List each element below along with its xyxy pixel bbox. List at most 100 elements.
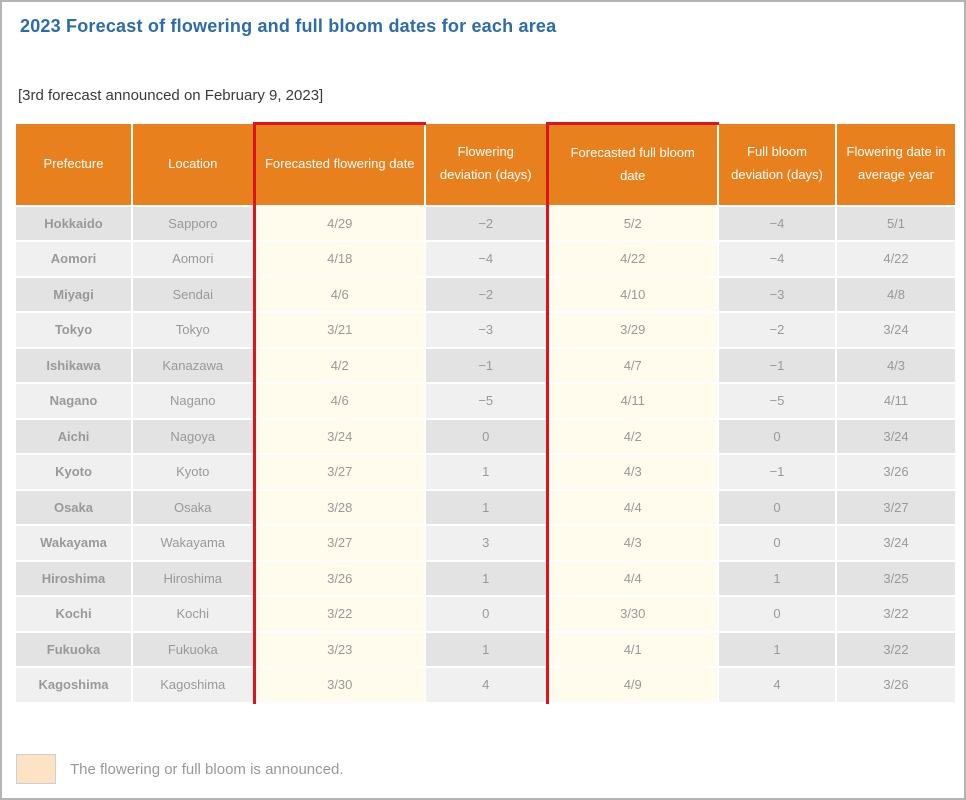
cell-flowering-deviation: 1	[425, 454, 548, 491]
cell-location: Osaka	[132, 489, 255, 526]
cell-full-bloom-date: 4/4	[545, 489, 719, 526]
cell-flowering-deviation: −4	[425, 241, 548, 278]
column-header-flowering-deviation: Flowering deviation (days)	[425, 123, 548, 207]
cell-flowering-date: 4/2	[252, 347, 426, 384]
cell-location: Wakayama	[132, 525, 255, 562]
cell-full-bloom-deviation: −3	[718, 276, 837, 313]
cell-prefecture: Hokkaido	[16, 205, 133, 242]
cell-flowering-deviation: 0	[425, 418, 548, 455]
cell-flowering-date: 3/22	[252, 596, 426, 633]
cell-full-bloom-deviation: −2	[718, 312, 837, 349]
cell-location: Kanazawa	[132, 347, 255, 384]
cell-flowering-date: 3/27	[252, 525, 426, 562]
cell-full-bloom-deviation: −4	[718, 205, 837, 242]
column-header-full-bloom-deviation: Full bloom deviation (days)	[718, 123, 837, 207]
cell-flowering-deviation: −5	[425, 383, 548, 420]
cell-prefecture: Kochi	[16, 596, 133, 633]
cell-average-date: 4/22	[836, 241, 957, 278]
cell-average-date: 3/27	[836, 489, 957, 526]
cell-full-bloom-date: 5/2	[545, 205, 719, 242]
cell-full-bloom-deviation: −1	[718, 454, 837, 491]
cell-average-date: 3/22	[836, 596, 957, 633]
cell-flowering-deviation: 0	[425, 596, 548, 633]
cell-flowering-date: 3/28	[252, 489, 426, 526]
cell-location: Tokyo	[132, 312, 255, 349]
cell-prefecture: Nagano	[16, 383, 133, 420]
table-row: Miyagi Sendai 4/6 −2 4/10 −3 4/8	[16, 276, 957, 313]
legend: The flowering or full bloom is announced…	[16, 754, 344, 784]
announced-swatch-icon	[16, 754, 56, 784]
table-header-row: Prefecture Location Forecasted flowering d…	[16, 122, 957, 207]
cell-prefecture: Kagoshima	[16, 667, 133, 704]
cell-flowering-deviation: 1	[425, 489, 548, 526]
cell-full-bloom-deviation: 0	[718, 489, 837, 526]
cell-flowering-date: 3/21	[252, 312, 426, 349]
cell-flowering-date: 3/30	[252, 667, 426, 704]
cell-flowering-date: 3/27	[252, 454, 426, 491]
column-header-flowering-date: Forecasted flowering date	[252, 122, 426, 207]
cell-full-bloom-deviation: −1	[718, 347, 837, 384]
cell-flowering-date: 4/6	[252, 383, 426, 420]
cell-flowering-deviation: 3	[425, 525, 548, 562]
cell-full-bloom-date: 3/30	[545, 596, 719, 633]
cell-location: Sendai	[132, 276, 255, 313]
page-title: 2023 Forecast of flowering and full bloo…	[20, 16, 557, 36]
forecast-table: Prefecture Location Forecasted flowering d…	[16, 122, 957, 704]
cell-full-bloom-date: 4/3	[545, 525, 719, 562]
table-row: Kochi Kochi 3/22 0 3/30 0 3/22	[16, 596, 957, 633]
cell-full-bloom-date: 3/29	[545, 312, 719, 349]
cell-full-bloom-date: 4/1	[545, 631, 719, 668]
cell-flowering-deviation: −3	[425, 312, 548, 349]
cell-location: Hiroshima	[132, 560, 255, 597]
table-row: Hiroshima Hiroshima 3/26 1 4/4 1 3/25	[16, 560, 957, 597]
cell-full-bloom-date: 4/3	[545, 454, 719, 491]
cell-full-bloom-deviation: 0	[718, 525, 837, 562]
table-row: Tokyo Tokyo 3/21 −3 3/29 −2 3/24	[16, 312, 957, 349]
cell-full-bloom-deviation: 0	[718, 418, 837, 455]
cell-flowering-deviation: −2	[425, 276, 548, 313]
forecast-announcement-subtitle: [3rd forecast announced on February 9, 2…	[18, 87, 324, 104]
cell-flowering-date: 3/26	[252, 560, 426, 597]
cell-full-bloom-date: 4/11	[545, 383, 719, 420]
cell-full-bloom-deviation: −4	[718, 241, 837, 278]
column-header-location: Location	[132, 123, 255, 207]
cell-flowering-date: 4/29	[252, 205, 426, 242]
cell-flowering-deviation: −1	[425, 347, 548, 384]
cell-prefecture: Aomori	[16, 241, 133, 278]
cell-flowering-deviation: 1	[425, 631, 548, 668]
cell-average-date: 3/25	[836, 560, 957, 597]
cell-average-date: 5/1	[836, 205, 957, 242]
cell-average-date: 4/8	[836, 276, 957, 313]
cell-prefecture: Hiroshima	[16, 560, 133, 597]
table-row: Nagano Nagano 4/6 −5 4/11 −5 4/11	[16, 383, 957, 420]
cell-prefecture: Miyagi	[16, 276, 133, 313]
cell-prefecture: Fukuoka	[16, 631, 133, 668]
column-header-full-bloom-date: Forecasted full bloom date	[545, 122, 719, 207]
cell-prefecture: Wakayama	[16, 525, 133, 562]
cell-full-bloom-date: 4/9	[545, 667, 719, 704]
cell-full-bloom-date: 4/10	[545, 276, 719, 313]
cell-location: Kochi	[132, 596, 255, 633]
cell-average-date: 3/26	[836, 667, 957, 704]
cell-flowering-deviation: −2	[425, 205, 548, 242]
table-body: Hokkaido Sapporo 4/29 −2 5/2 −4 5/1 Aomori Aomor…	[16, 205, 957, 704]
cell-flowering-deviation: 1	[425, 560, 548, 597]
table-row: Ishikawa Kanazawa 4/2 −1 4/7 −1 4/3	[16, 347, 957, 384]
cell-average-date: 3/22	[836, 631, 957, 668]
cell-prefecture: Aichi	[16, 418, 133, 455]
cell-flowering-date: 3/23	[252, 631, 426, 668]
cell-full-bloom-deviation: 1	[718, 631, 837, 668]
cell-location: Aomori	[132, 241, 255, 278]
cell-location: Kyoto	[132, 454, 255, 491]
table-row: Aomori Aomori 4/18 −4 4/22 −4 4/22	[16, 241, 957, 278]
cell-full-bloom-date: 4/7	[545, 347, 719, 384]
cell-average-date: 3/24	[836, 418, 957, 455]
table-row: Aichi Nagoya 3/24 0 4/2 0 3/24	[16, 418, 957, 455]
cell-flowering-date: 4/18	[252, 241, 426, 278]
table-row: Hokkaido Sapporo 4/29 −2 5/2 −4 5/1	[16, 205, 957, 242]
cell-flowering-date: 4/6	[252, 276, 426, 313]
column-header-prefecture: Prefecture	[16, 123, 133, 207]
cell-full-bloom-date: 4/4	[545, 560, 719, 597]
cell-prefecture: Tokyo	[16, 312, 133, 349]
table-row: Kyoto Kyoto 3/27 1 4/3 −1 3/26	[16, 454, 957, 491]
